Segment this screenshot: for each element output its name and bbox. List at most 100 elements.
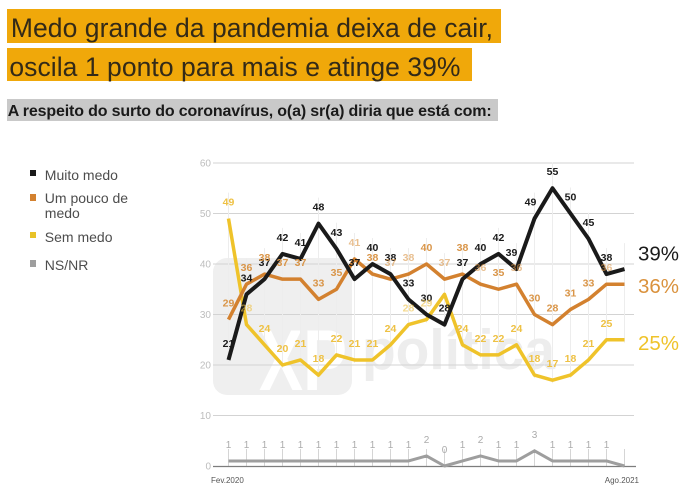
svg-text:31: 31	[565, 288, 577, 300]
svg-text:40: 40	[475, 242, 487, 254]
svg-text:1: 1	[586, 440, 592, 451]
svg-text:48: 48	[313, 202, 325, 214]
svg-text:política: política	[362, 318, 556, 382]
svg-text:37: 37	[385, 257, 397, 269]
svg-text:28: 28	[403, 303, 415, 315]
svg-text:33: 33	[403, 277, 415, 289]
svg-text:18: 18	[529, 353, 541, 365]
svg-text:21: 21	[295, 338, 307, 350]
svg-text:28: 28	[439, 303, 451, 315]
svg-text:60: 60	[200, 159, 212, 170]
svg-text:1: 1	[460, 440, 466, 451]
svg-text:20: 20	[277, 343, 289, 355]
svg-text:49: 49	[223, 197, 235, 209]
svg-text:24: 24	[259, 323, 271, 335]
svg-text:1: 1	[514, 440, 520, 451]
svg-text:41: 41	[295, 237, 307, 249]
svg-text:50: 50	[565, 192, 577, 204]
svg-text:2: 2	[424, 435, 430, 446]
svg-text:39: 39	[506, 247, 518, 259]
svg-text:37: 37	[457, 257, 469, 269]
svg-text:1: 1	[226, 440, 232, 451]
svg-text:1: 1	[604, 440, 610, 451]
svg-text:38: 38	[367, 252, 379, 264]
svg-text:29: 29	[223, 298, 235, 310]
svg-text:21: 21	[349, 338, 361, 350]
svg-text:22: 22	[493, 333, 505, 345]
svg-text:43: 43	[331, 227, 343, 239]
svg-text:3: 3	[532, 430, 538, 441]
svg-text:1: 1	[262, 440, 268, 451]
svg-text:39%: 39%	[638, 243, 679, 266]
svg-text:1: 1	[388, 440, 394, 451]
svg-text:37: 37	[277, 257, 289, 269]
svg-text:17: 17	[547, 358, 559, 370]
svg-text:22: 22	[331, 333, 343, 345]
svg-text:50: 50	[200, 209, 212, 220]
svg-text:Fev.2020: Fev.2020	[211, 476, 244, 485]
svg-text:40: 40	[367, 242, 379, 254]
svg-text:55: 55	[547, 166, 559, 178]
svg-text:1: 1	[280, 440, 286, 451]
svg-text:1: 1	[550, 440, 556, 451]
svg-text:42: 42	[277, 232, 289, 244]
svg-text:37: 37	[349, 257, 361, 269]
svg-text:30: 30	[200, 310, 212, 321]
svg-text:37: 37	[439, 257, 451, 269]
svg-text:1: 1	[316, 440, 322, 451]
svg-text:36: 36	[475, 262, 487, 274]
svg-text:29: 29	[421, 298, 433, 310]
svg-text:40: 40	[200, 260, 212, 271]
svg-text:42: 42	[493, 232, 505, 244]
svg-text:38: 38	[385, 252, 397, 264]
svg-text:1: 1	[298, 440, 304, 451]
svg-text:35: 35	[493, 267, 505, 279]
svg-text:21: 21	[223, 338, 235, 350]
svg-text:36: 36	[241, 262, 253, 274]
svg-text:24: 24	[385, 323, 397, 335]
svg-text:41: 41	[349, 237, 361, 249]
svg-text:37: 37	[295, 257, 307, 269]
svg-text:28: 28	[241, 303, 253, 315]
svg-text:37: 37	[259, 257, 271, 269]
svg-text:10: 10	[200, 411, 212, 422]
svg-text:38: 38	[457, 242, 469, 254]
svg-text:1: 1	[244, 440, 250, 451]
svg-text:25: 25	[601, 318, 613, 330]
svg-text:38: 38	[403, 252, 415, 264]
svg-text:18: 18	[313, 353, 325, 365]
svg-text:1: 1	[370, 440, 376, 451]
svg-text:40: 40	[421, 242, 433, 254]
svg-text:35: 35	[331, 267, 343, 279]
svg-text:1: 1	[352, 440, 358, 451]
svg-text:2: 2	[478, 435, 484, 446]
svg-text:33: 33	[313, 277, 325, 289]
svg-text:1: 1	[496, 440, 502, 451]
svg-text:38: 38	[259, 252, 271, 264]
svg-text:45: 45	[583, 217, 595, 229]
svg-text:Ago.2021: Ago.2021	[605, 476, 640, 485]
svg-text:34: 34	[241, 272, 253, 284]
svg-text:1: 1	[334, 440, 340, 451]
svg-text:0: 0	[442, 445, 448, 456]
svg-text:20: 20	[200, 361, 212, 372]
svg-text:21: 21	[367, 338, 379, 350]
svg-text:30: 30	[529, 293, 541, 305]
svg-text:1: 1	[406, 440, 412, 451]
svg-text:49: 49	[525, 197, 537, 209]
svg-text:24: 24	[457, 323, 469, 335]
svg-text:18: 18	[565, 353, 577, 365]
svg-text:28: 28	[547, 303, 559, 315]
svg-text:1: 1	[568, 440, 574, 451]
svg-text:36: 36	[601, 262, 613, 274]
svg-text:30: 30	[421, 293, 433, 305]
svg-text:36%: 36%	[638, 275, 679, 298]
svg-text:22: 22	[475, 333, 487, 345]
svg-text:25%: 25%	[638, 332, 679, 355]
svg-text:21: 21	[583, 338, 595, 350]
svg-text:36: 36	[511, 262, 523, 274]
svg-text:24: 24	[511, 323, 523, 335]
svg-text:38: 38	[601, 252, 613, 264]
svg-text:0: 0	[205, 462, 211, 473]
svg-text:33: 33	[583, 277, 595, 289]
